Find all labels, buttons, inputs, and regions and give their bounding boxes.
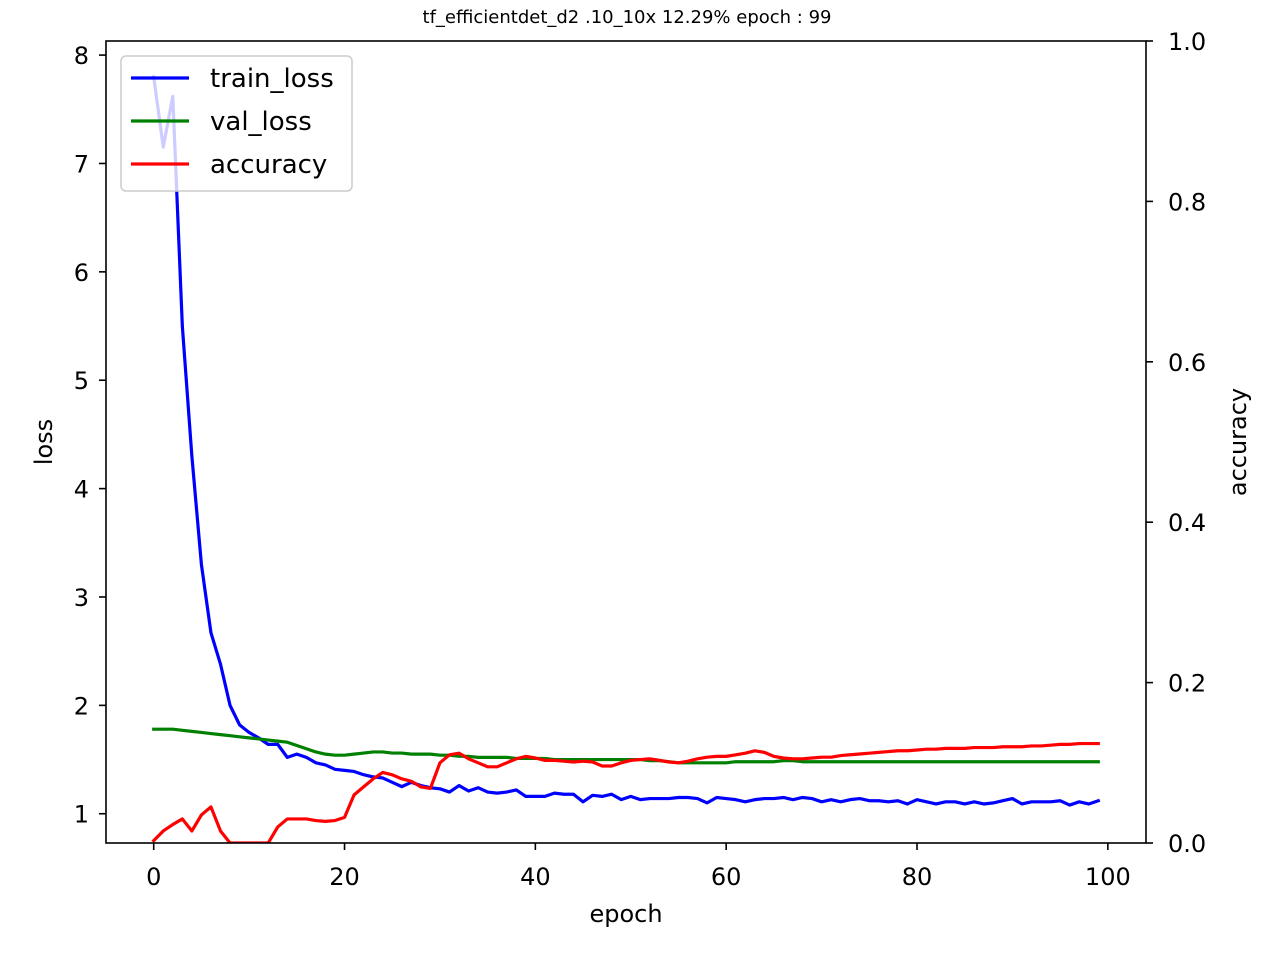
x-tick-label: 80	[902, 863, 933, 891]
left-y-tick-label: 5	[74, 367, 89, 395]
x-axis-ticks: 0 20 40 60 80 100	[146, 843, 1131, 891]
x-tick-label: 40	[520, 863, 551, 891]
legend-label-train-loss: train_loss	[210, 64, 334, 94]
right-y-tick-label: 0.4	[1168, 509, 1206, 537]
plot-frame	[105, 40, 1147, 844]
left-y-tick-label: 8	[74, 42, 89, 70]
left-y-tick-label: 3	[74, 584, 89, 612]
right-y-tick-label: 0.0	[1168, 830, 1206, 858]
legend-box	[120, 55, 353, 192]
x-tick-label: 0	[146, 863, 161, 891]
right-y-axis-ticks: 0.0 0.2 0.4 0.6 0.8 1.0	[1146, 28, 1206, 858]
left-y-tick-label: 1	[74, 801, 89, 829]
legend-label-accuracy: accuracy	[210, 150, 327, 180]
x-tick-label: 100	[1085, 863, 1131, 891]
left-y-axis-label: loss	[30, 419, 58, 465]
right-y-tick-label: 1.0	[1168, 28, 1206, 56]
left-y-tick-label: 4	[74, 476, 89, 504]
series-line-train-loss	[151, 74, 1101, 807]
chart-title: tf_efficientdet_d2 .10_10x 12.29% epoch …	[423, 7, 832, 28]
right-y-tick-label: 0.6	[1168, 349, 1206, 377]
left-y-axis-ticks: 1 2 3 4 5 6 7 8	[74, 42, 106, 829]
left-y-tick-label: 2	[74, 692, 89, 720]
x-tick-label: 20	[329, 863, 360, 891]
series-layer	[151, 74, 1101, 843]
left-y-tick-label: 6	[74, 259, 89, 287]
legend-label-val-loss: val_loss	[210, 107, 312, 137]
legend: train_loss val_loss accuracy	[120, 55, 353, 192]
right-y-tick-label: 0.2	[1168, 670, 1206, 698]
right-y-tick-label: 0.8	[1168, 188, 1206, 216]
x-tick-label: 60	[711, 863, 742, 891]
series-line-accuracy	[151, 741, 1100, 843]
right-y-axis-label: accuracy	[1224, 388, 1252, 496]
series-line-val-loss	[152, 727, 1100, 765]
x-axis-label: epoch	[589, 900, 662, 928]
left-y-tick-label: 7	[74, 150, 89, 178]
